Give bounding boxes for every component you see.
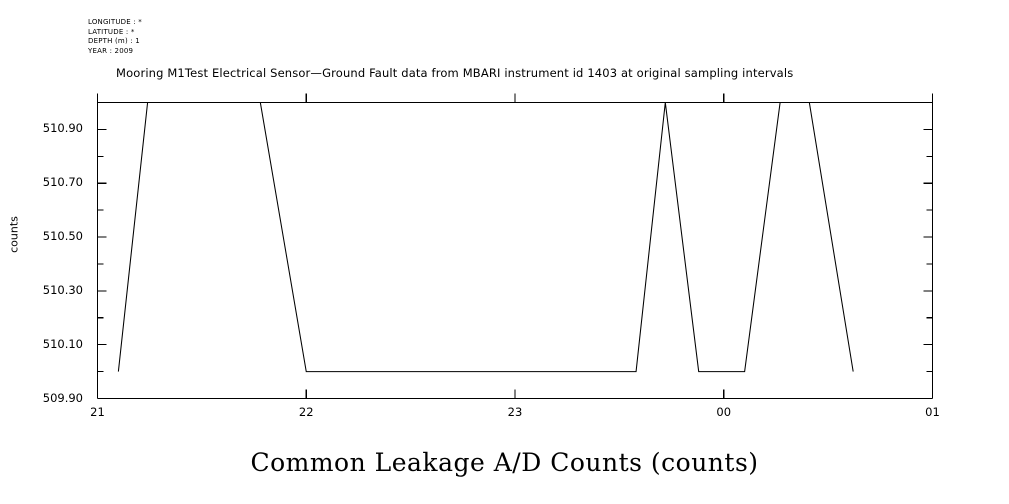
x-tick-label: 00 <box>716 404 732 419</box>
x-axis-ticks <box>96 93 934 399</box>
metadata-depth: DEPTH (m) : 1 <box>88 37 140 45</box>
data-series-line <box>117 102 854 373</box>
bottom-axis-title: Common Leakage A/D Counts (counts) <box>250 448 759 477</box>
metadata-latitude: LATITUDE : * <box>88 27 135 36</box>
y-axis-ticks <box>97 128 933 400</box>
y-tick-label: 509.90 <box>42 390 83 405</box>
y-tick-label: 510.30 <box>42 282 83 297</box>
y-tick-label: 510.70 <box>42 175 83 190</box>
x-tick-label: 23 <box>507 404 523 419</box>
y-tick-label: 510.90 <box>42 121 83 136</box>
y-tick-label: 510.10 <box>42 336 83 351</box>
metadata-year: YEAR : 2009 <box>88 46 134 55</box>
metadata-longitude: LONGITUDE : * <box>88 18 143 26</box>
y-axis-title: counts <box>7 216 21 253</box>
y-tick-label: 510.50 <box>42 229 83 244</box>
chart-title: Mooring M1Test Electrical Sensor—Ground … <box>116 66 794 80</box>
metadata-block: LONGITUDE : * LATITUDE : * DEPTH (m) : 1… <box>88 18 142 56</box>
x-tick-label: 21 <box>90 404 105 419</box>
x-tick-label: 01 <box>925 404 940 419</box>
x-tick-label: 22 <box>298 404 314 419</box>
